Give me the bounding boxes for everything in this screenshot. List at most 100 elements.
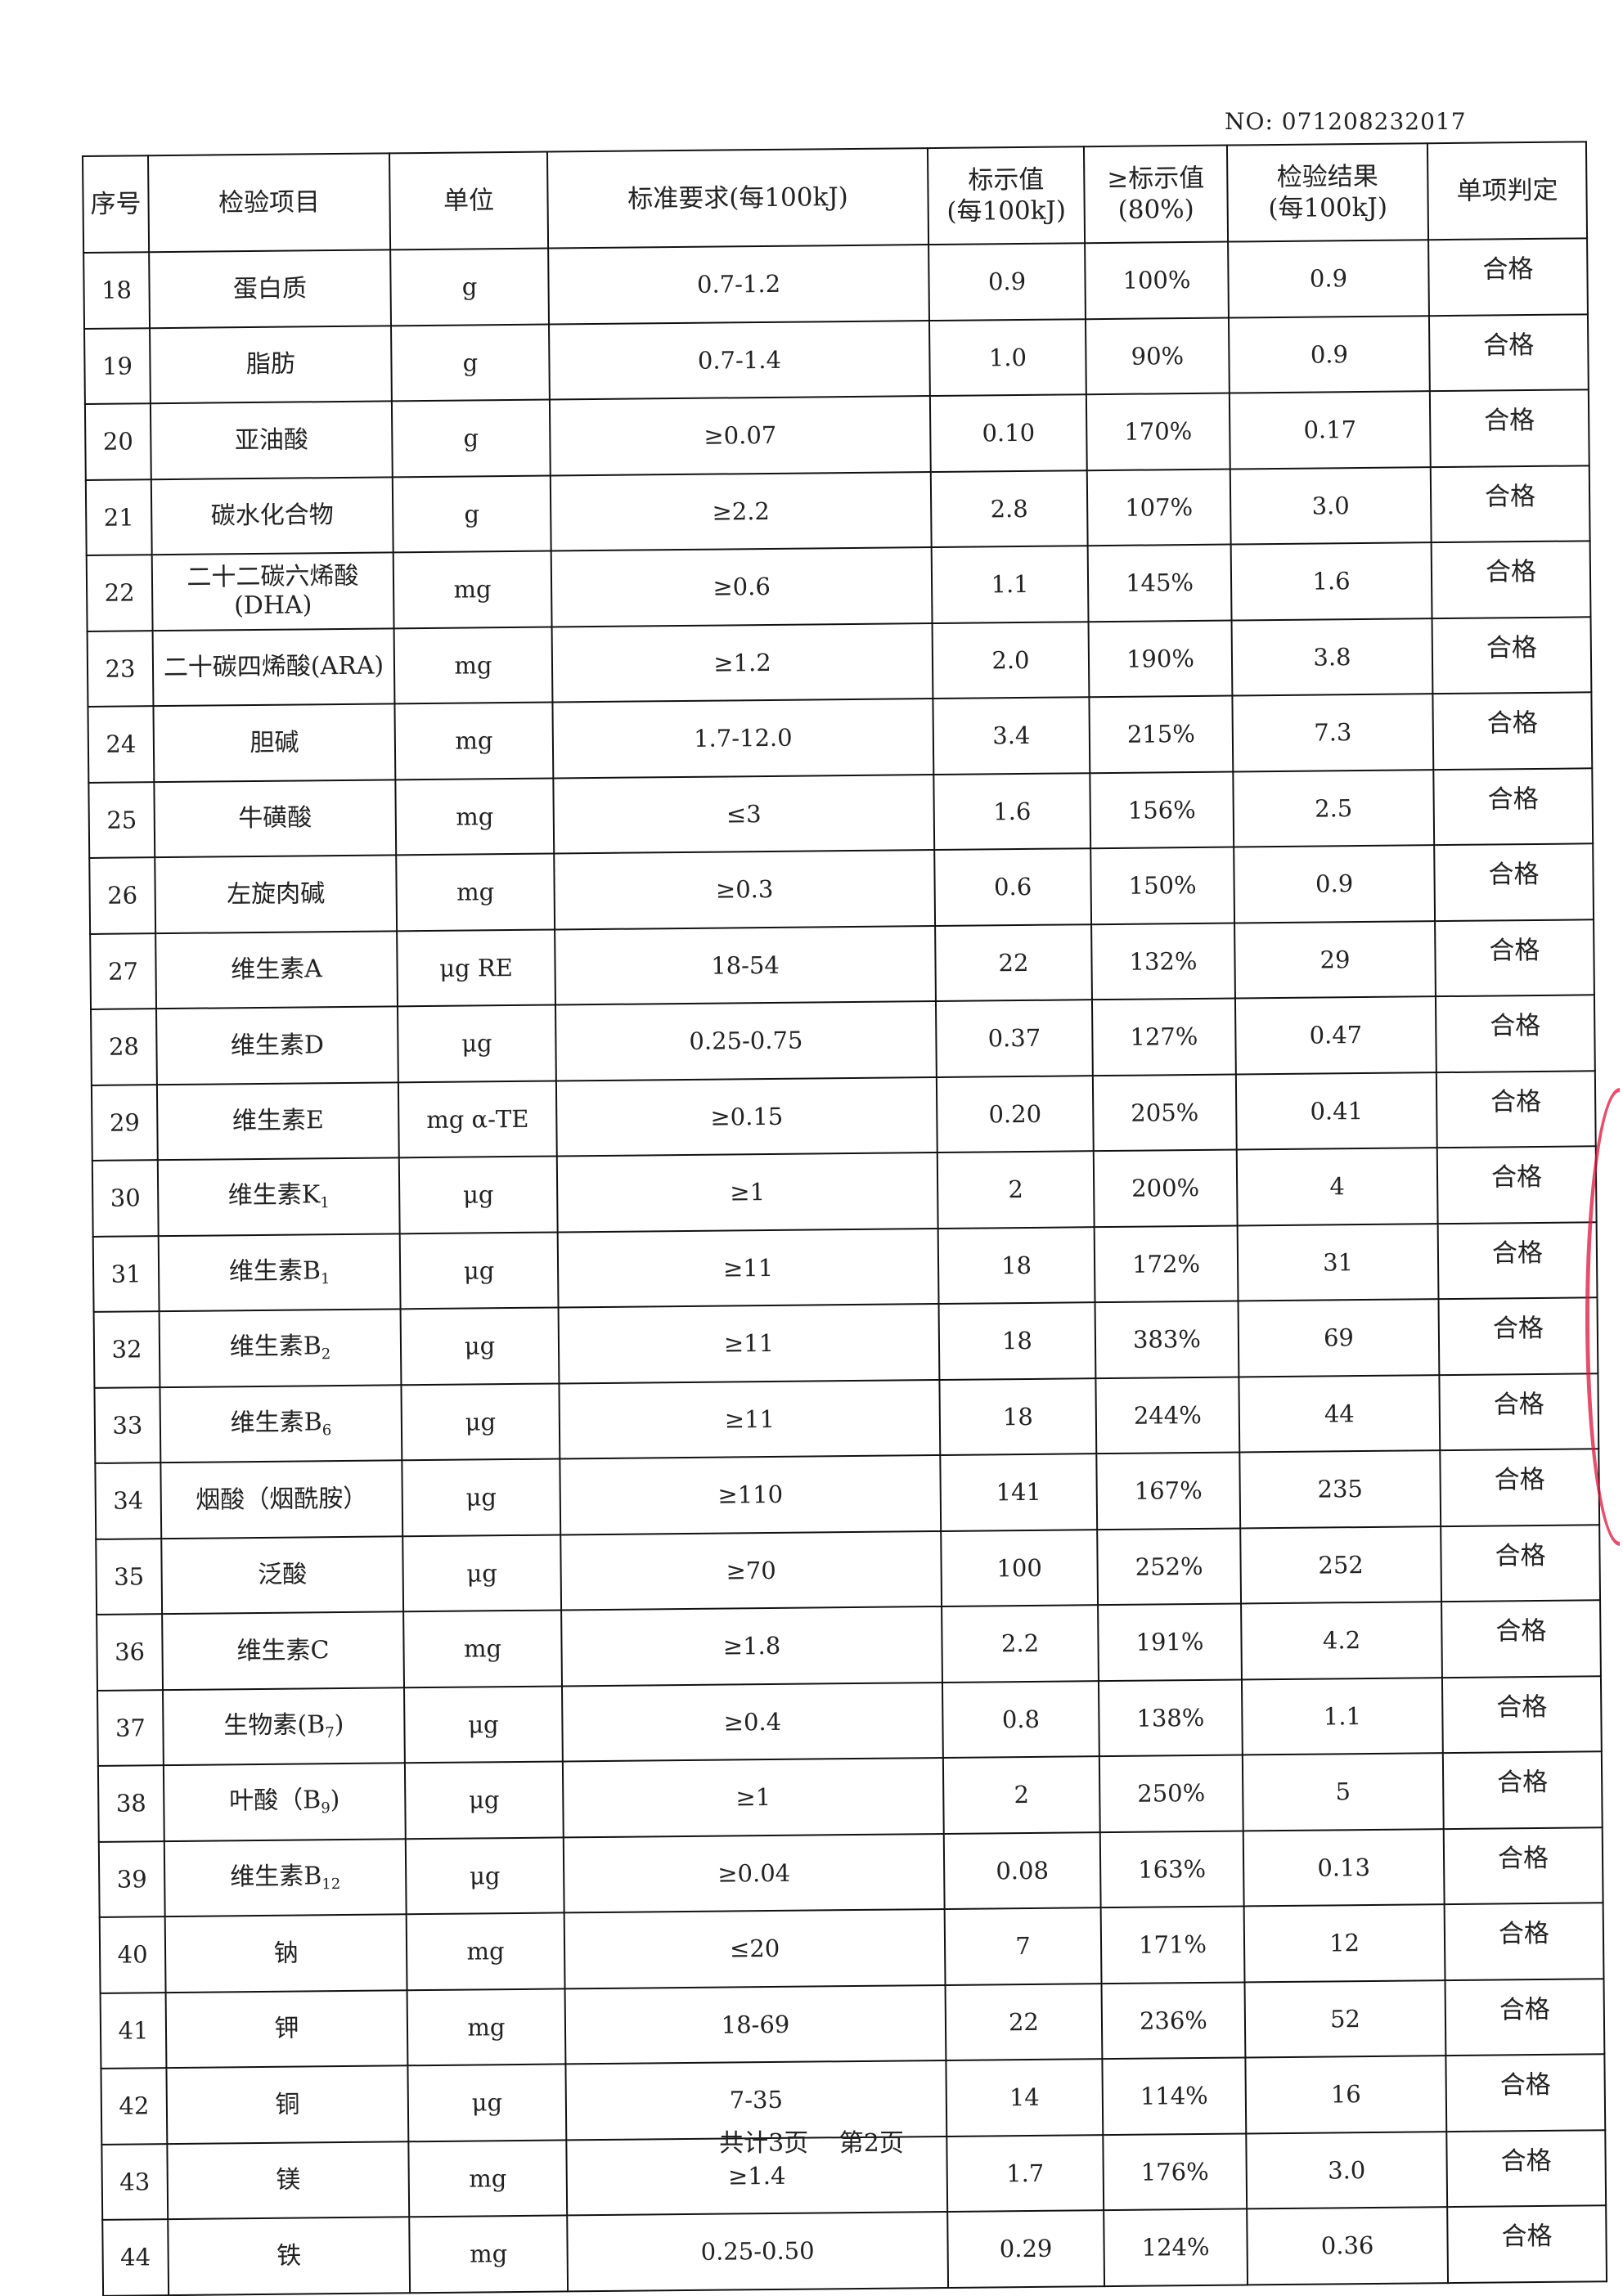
item-name: 维生素B bbox=[230, 1408, 322, 1438]
cell-item: 牛磺酸 bbox=[154, 779, 397, 858]
cell-seq: 23 bbox=[87, 630, 154, 707]
cell-standard: ≥0.04 bbox=[563, 1833, 945, 1913]
cell-verdict: 合格 bbox=[1433, 767, 1594, 846]
item-name: 维生素B bbox=[229, 1332, 321, 1362]
item-subscript: 7 bbox=[325, 1723, 335, 1741]
header-col-unit: 单位 bbox=[389, 151, 549, 250]
cell-item: 碳水化合物 bbox=[151, 476, 393, 555]
cell-unit: mg bbox=[396, 853, 555, 931]
cell-unit: mg bbox=[393, 550, 552, 628]
cell-label-value: 18 bbox=[938, 1302, 1096, 1380]
table-row: 18 蛋白质 g 0.7-1.2 0.9 100% 0.9 合格 bbox=[83, 238, 1588, 329]
cell-label-pct: 190% bbox=[1088, 620, 1233, 698]
cell-item: 钠 bbox=[164, 1914, 407, 1993]
cell-verdict: 合格 bbox=[1436, 1146, 1597, 1224]
cell-unit: mg bbox=[393, 627, 553, 704]
cell-label-pct: 163% bbox=[1099, 1830, 1244, 1908]
table-row: 23 二十碳四烯酸(ARA) mg ≥1.2 2.0 190% 3.8 合格 bbox=[87, 616, 1592, 707]
cell-verdict: 合格 bbox=[1435, 995, 1595, 1072]
item-name: 钾 bbox=[274, 2014, 299, 2044]
current-page: 第2页 bbox=[838, 2129, 904, 2158]
table-row: 31 维生素B1 μg ≥11 18 172% 31 合格 bbox=[92, 1221, 1598, 1312]
cell-unit: μg bbox=[403, 1685, 563, 1764]
cell-standard: ≥2.2 bbox=[550, 471, 932, 551]
cell-seq: 20 bbox=[84, 403, 151, 480]
cell-standard: 1.7-12.0 bbox=[552, 699, 934, 779]
cell-label-pct: 100% bbox=[1085, 241, 1229, 319]
table-row: 25 牛磺酸 mg ≤3 1.6 156% 2.5 合格 bbox=[88, 767, 1594, 858]
cell-item: 左旋肉碱 bbox=[155, 855, 398, 933]
table-row: 28 维生素D μg 0.25-0.75 0.37 127% 0.47 合格 bbox=[91, 995, 1595, 1085]
cell-standard: ≥0.3 bbox=[554, 850, 936, 929]
item-name: 维生素E bbox=[232, 1106, 324, 1136]
item-name: 钠 bbox=[273, 1939, 299, 1968]
cell-label-value: 22 bbox=[945, 1983, 1103, 2060]
cell-label-value: 0.8 bbox=[942, 1680, 1099, 1758]
cell-standard: 0.25-0.50 bbox=[567, 2211, 949, 2291]
cell-standard: ≥110 bbox=[560, 1455, 942, 1534]
cell-item: 蛋白质 bbox=[149, 249, 392, 328]
item-suffix: ) bbox=[334, 1710, 344, 1739]
cell-result: 0.9 bbox=[1228, 315, 1430, 393]
cell-item: 叶酸（B9) bbox=[163, 1763, 406, 1841]
cell-label-value: 0.08 bbox=[943, 1831, 1101, 1909]
cell-unit: μg bbox=[404, 1761, 564, 1839]
cell-unit: μg bbox=[399, 1231, 559, 1310]
cell-label-value: 1.6 bbox=[933, 772, 1091, 851]
cell-result: 0.47 bbox=[1234, 996, 1436, 1075]
table-row: 21 碳水化合物 g ≥2.2 2.8 107% 3.0 合格 bbox=[85, 465, 1590, 555]
cell-seq: 30 bbox=[92, 1160, 159, 1237]
cell-result: 0.9 bbox=[1234, 845, 1436, 923]
cell-label-value: 1.1 bbox=[931, 546, 1089, 623]
item-name: 胆碱 bbox=[250, 728, 299, 757]
cell-label-value: 22 bbox=[935, 923, 1092, 1002]
table-row: 22 二十二碳六烯酸 (DHA) mg ≥0.6 1.1 145% 1.6 合格 bbox=[86, 541, 1591, 631]
table-row: 19 脂肪 g 0.7-1.4 1.0 90% 0.9 合格 bbox=[84, 313, 1589, 404]
cell-verdict: 合格 bbox=[1428, 313, 1589, 392]
cell-standard: 0.25-0.75 bbox=[555, 1001, 937, 1081]
item-name: 脂肪 bbox=[245, 349, 296, 380]
cell-seq: 35 bbox=[96, 1538, 163, 1615]
cell-seq: 21 bbox=[85, 479, 152, 555]
cell-label-pct: 250% bbox=[1099, 1755, 1243, 1832]
cell-result: 1.6 bbox=[1230, 542, 1432, 621]
cell-standard: ≥1 bbox=[562, 1757, 944, 1837]
cell-verdict: 合格 bbox=[1432, 692, 1593, 770]
table-row: 34 烟酸（烟酰胺） μg ≥110 141 167% 235 合格 bbox=[95, 1449, 1600, 1539]
table-row: 39 维生素B12 μg ≥0.04 0.08 163% 0.13 合格 bbox=[98, 1826, 1603, 1917]
cell-label-pct: 215% bbox=[1089, 695, 1234, 773]
item-name: 碳水化合物 bbox=[210, 501, 334, 531]
cell-verdict: 合格 bbox=[1439, 1373, 1599, 1451]
cell-verdict: 合格 bbox=[1445, 1978, 1605, 2056]
item-suffix: ) bbox=[330, 1786, 340, 1815]
cell-verdict: 合格 bbox=[1447, 2205, 1607, 2283]
cell-standard: ≥0.4 bbox=[561, 1682, 943, 1762]
item-name: 二十碳四烯酸(ARA) bbox=[163, 651, 384, 683]
item-subscript: 1 bbox=[320, 1194, 330, 1212]
cell-label-pct: 171% bbox=[1100, 1906, 1245, 1984]
item-name: 维生素B bbox=[230, 1862, 322, 1892]
cell-verdict: 合格 bbox=[1431, 541, 1591, 618]
table-row: 35 泛酸 μg ≥70 100 252% 252 合格 bbox=[96, 1524, 1601, 1615]
cell-label-pct: 172% bbox=[1094, 1225, 1239, 1303]
table-row: 41 钾 mg 18-69 22 236% 52 合格 bbox=[100, 1978, 1605, 2069]
cell-item: 维生素B12 bbox=[164, 1838, 407, 1917]
cell-label-pct: 236% bbox=[1101, 1981, 1246, 2060]
cell-result: 252 bbox=[1240, 1525, 1442, 1604]
cell-seq: 29 bbox=[91, 1084, 158, 1161]
cell-label-pct: 127% bbox=[1091, 998, 1236, 1076]
cell-label-pct: 124% bbox=[1104, 2208, 1248, 2286]
cell-unit: mg bbox=[409, 2215, 569, 2293]
cell-verdict: 合格 bbox=[1434, 843, 1594, 921]
item-name: 亚油酸 bbox=[234, 425, 309, 455]
table-row: 37 生物素(B7) μg ≥0.4 0.8 138% 1.1 合格 bbox=[97, 1675, 1602, 1766]
cell-item: 维生素B6 bbox=[160, 1384, 402, 1463]
cell-unit: g bbox=[392, 475, 551, 553]
cell-standard: 0.7-1.4 bbox=[549, 320, 930, 400]
cell-verdict: 合格 bbox=[1441, 1524, 1601, 1602]
cell-seq: 22 bbox=[86, 555, 153, 631]
cell-label-pct: 200% bbox=[1093, 1149, 1238, 1227]
cell-result: 3.0 bbox=[1230, 466, 1432, 545]
cell-item: 维生素D bbox=[156, 1006, 398, 1085]
cell-verdict: 合格 bbox=[1445, 2054, 1606, 2132]
